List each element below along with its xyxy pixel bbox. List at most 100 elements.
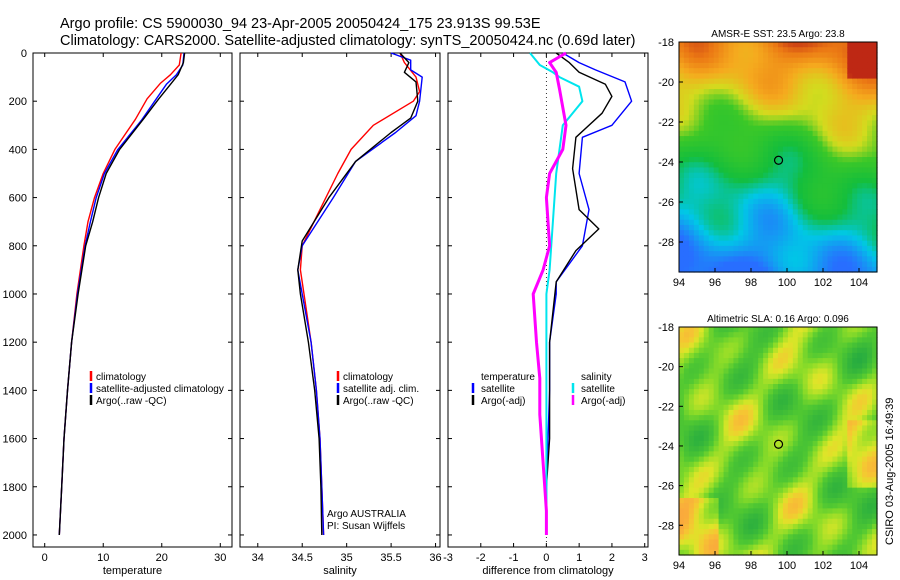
heatmap-cell	[708, 172, 715, 179]
heatmap-cell	[822, 141, 829, 148]
heatmap-cell	[698, 245, 705, 252]
heatmap-cell	[787, 167, 794, 174]
heatmap-cell	[703, 251, 710, 257]
heatmap-cell	[822, 146, 829, 153]
heatmap-cell	[679, 466, 685, 473]
heatmap-cell	[728, 42, 735, 48]
heatmap-cell	[728, 230, 735, 237]
heatmap-cell	[872, 503, 878, 509]
heatmap-cell	[827, 130, 834, 137]
heatmap-cell	[768, 477, 774, 484]
heatmap-cell	[733, 125, 739, 132]
heatmap-cell	[847, 332, 853, 338]
heatmap-cell	[812, 498, 819, 504]
heatmap-cell	[763, 162, 769, 169]
heatmap-cell	[792, 368, 799, 375]
heatmap-cell	[738, 224, 744, 231]
heatmap-cell	[703, 204, 710, 210]
heatmap-cell	[807, 42, 814, 48]
heatmap-cell	[812, 399, 819, 406]
heatmap-cell	[852, 57, 858, 64]
heatmap-cell	[847, 146, 853, 153]
heatmap-cell	[728, 529, 735, 535]
heatmap-cell	[688, 409, 695, 416]
heatmap-cell	[842, 523, 848, 530]
header-line-2: Climatology: CARS2000. Satellite-adjuste…	[60, 33, 635, 49]
heatmap-cell	[773, 430, 779, 437]
heatmap-cell	[693, 94, 700, 101]
heatmap-cell	[837, 94, 843, 101]
heatmap-cell	[733, 342, 739, 349]
heatmap-cell	[758, 251, 764, 257]
heatmap-cell	[698, 219, 705, 226]
heatmap-cell	[728, 146, 735, 153]
heatmap-cell	[753, 477, 759, 484]
heatmap-cell	[792, 266, 799, 273]
heatmap-cell	[832, 492, 838, 499]
heatmap-cell	[753, 251, 759, 257]
heatmap-cell	[797, 209, 804, 216]
heatmap-cell	[822, 42, 829, 48]
heatmap-cell	[773, 240, 779, 247]
heatmap-cell	[753, 409, 759, 416]
heatmap-cell	[758, 89, 764, 95]
heatmap-cell	[728, 219, 735, 226]
heatmap-cell	[758, 172, 764, 179]
heatmap-cell	[827, 518, 834, 525]
heatmap-cell	[718, 193, 725, 200]
heatmap-cell	[698, 378, 705, 385]
x-axis-label: salinity	[323, 565, 357, 577]
heatmap-cell	[787, 104, 794, 111]
heatmap-cell	[812, 204, 819, 210]
heatmap-cell	[827, 332, 834, 338]
heatmap-cell	[797, 456, 804, 463]
heatmap-cell	[867, 492, 873, 499]
heatmap-cell	[723, 404, 730, 411]
heatmap-cell	[713, 167, 720, 174]
heatmap-cell	[748, 172, 754, 179]
heatmap-cell	[713, 120, 720, 127]
heatmap-cell	[718, 183, 725, 189]
heatmap-cell	[802, 487, 809, 494]
heatmap-cell	[753, 266, 759, 273]
heatmap-cell	[822, 378, 829, 385]
heatmap-cell	[753, 42, 759, 48]
heatmap-cell	[758, 162, 764, 169]
heatmap-cell	[738, 368, 744, 375]
heatmap-cell	[768, 157, 774, 163]
x-tick-label: 34	[252, 552, 264, 564]
heatmap-cell	[842, 394, 848, 401]
heatmap-cell	[867, 461, 873, 468]
heatmap-cell	[768, 89, 774, 95]
heatmap-cell	[758, 62, 764, 69]
x-tick-label: 1	[576, 552, 582, 564]
heatmap-cell	[698, 347, 705, 354]
heatmap-cell	[817, 409, 824, 416]
heatmap-cell	[792, 549, 799, 556]
heatmap-cell	[748, 42, 754, 48]
heatmap-cell	[822, 62, 829, 69]
heatmap-cell	[862, 261, 868, 268]
heatmap-cell	[763, 68, 769, 74]
heatmap-cell	[862, 167, 868, 174]
heatmap-cell	[738, 193, 744, 200]
heatmap-cell	[743, 503, 749, 509]
heatmap-cell	[738, 99, 744, 106]
heatmap-cell	[837, 83, 843, 90]
heatmap-cell	[708, 337, 715, 344]
heatmap-cell	[703, 157, 710, 163]
heatmap-cell	[822, 549, 829, 556]
heatmap-cell	[797, 235, 804, 242]
heatmap-cell	[713, 94, 720, 101]
heatmap-cell	[852, 99, 858, 106]
heatmap-cell	[802, 503, 809, 509]
heatmap-cell	[802, 141, 809, 148]
heatmap-cell	[842, 347, 848, 354]
heatmap-cell	[763, 451, 769, 458]
heatmap-cell	[857, 47, 863, 54]
heatmap-cell	[837, 261, 843, 268]
heatmap-cell	[847, 477, 853, 484]
heatmap-cell	[698, 352, 705, 359]
heatmap-cell	[763, 109, 769, 116]
